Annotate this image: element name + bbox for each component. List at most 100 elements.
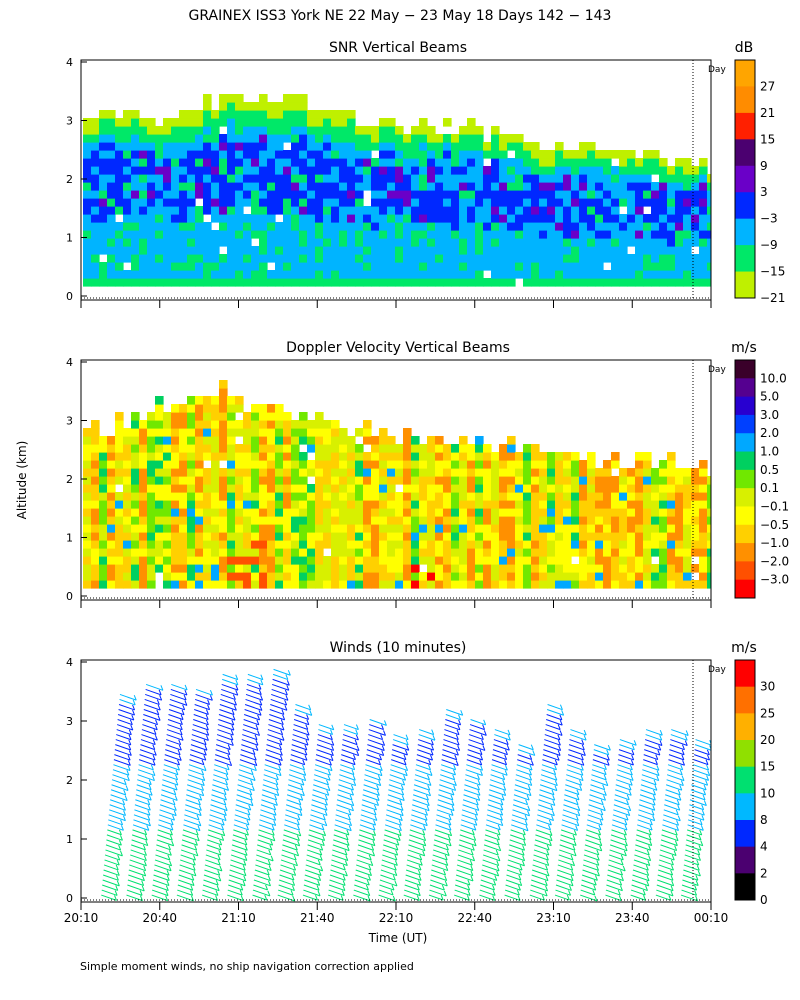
doppler-cell (443, 580, 452, 589)
snr-cell (291, 118, 300, 127)
wind-barb-flag (327, 785, 331, 791)
wind-barb (290, 759, 305, 766)
doppler-cell (211, 428, 220, 437)
snr-cell (459, 174, 468, 183)
snr-cell (435, 246, 444, 255)
snr-cell (379, 254, 388, 263)
snr-cell (259, 198, 268, 207)
snr-cell (475, 182, 484, 191)
wind-barb (314, 769, 331, 776)
wind-barb (531, 874, 549, 882)
doppler-cell (691, 564, 700, 573)
doppler-cell (379, 476, 388, 485)
snr-cell (243, 246, 252, 255)
wind-barb-flag (673, 850, 677, 856)
doppler-cell (123, 532, 132, 541)
doppler-cell (515, 516, 524, 525)
doppler-cell (195, 436, 204, 445)
doppler-cell (115, 452, 124, 461)
snr-cell (235, 150, 244, 159)
snr-cell (371, 254, 380, 263)
wind-barb-flag (331, 745, 335, 751)
doppler-cell (507, 516, 516, 525)
colorbar-swatch (735, 86, 755, 114)
wind-barb (138, 764, 154, 771)
wind-barb (262, 784, 279, 791)
doppler-cell (587, 572, 596, 581)
snr-cell (83, 126, 92, 135)
snr-cell (427, 198, 436, 207)
wind-barb-flag (668, 895, 672, 901)
snr-cell (619, 166, 628, 175)
snr-cell (435, 174, 444, 183)
wind-barb-flag (344, 849, 348, 856)
snr-cell (339, 214, 348, 223)
wind-barb (468, 734, 484, 741)
doppler-cell (643, 572, 652, 581)
wind-barb (605, 889, 621, 896)
snr-cell (139, 214, 148, 223)
wind-barb (160, 794, 178, 801)
wind-barb-flag (165, 895, 169, 901)
doppler-cell (155, 564, 164, 573)
doppler-cell (203, 444, 212, 453)
wind-barb-flag (250, 800, 254, 806)
snr-cell (563, 206, 572, 215)
doppler-cell (171, 516, 180, 525)
snr-cell (475, 262, 484, 271)
doppler-cell (211, 532, 220, 541)
doppler-cell (547, 572, 556, 581)
snr-colorbar-unit: dB (735, 40, 754, 56)
wind-barb-flag (707, 754, 711, 761)
wind-barb (288, 774, 306, 782)
doppler-cell (283, 436, 292, 445)
snr-cell (507, 214, 516, 223)
snr-cell (323, 254, 332, 263)
doppler-cell (603, 516, 612, 525)
wind-barb-flag (128, 739, 132, 746)
wind-barb-flag (304, 755, 308, 761)
snr-cell (347, 270, 356, 279)
doppler-cell (619, 484, 628, 493)
doppler-cell (691, 548, 700, 557)
wind-barb-flag (233, 699, 237, 706)
doppler-cell (163, 412, 172, 421)
snr-cell (387, 126, 396, 135)
snr-cell (339, 270, 348, 279)
snr-cell (563, 182, 572, 191)
doppler-cell (123, 548, 132, 557)
wind-barb (166, 739, 181, 746)
doppler-cell (235, 428, 244, 437)
doppler-cell (211, 444, 220, 453)
wind-barb-flag (352, 759, 356, 765)
snr-cell (595, 238, 604, 247)
doppler-panel: Doppler Velocity Vertical Beams Day 0123… (66, 340, 789, 608)
snr-cell (347, 246, 356, 255)
wind-barb-flag (648, 855, 652, 861)
doppler-cell (123, 460, 132, 469)
doppler-cell (171, 476, 180, 485)
wind-barb-flag (326, 790, 330, 796)
wind-barb-flag (405, 765, 409, 771)
wind-barb-flag (270, 855, 274, 862)
doppler-cell (123, 484, 132, 493)
doppler-cell (131, 516, 140, 525)
wind-barb (153, 869, 170, 876)
doppler-cell (587, 476, 596, 485)
snr-cell (123, 182, 132, 191)
wind-barb-flag (279, 750, 283, 756)
snr-cell (683, 214, 692, 223)
doppler-cell (563, 580, 572, 589)
snr-cell (595, 214, 604, 223)
doppler-cell (499, 476, 508, 485)
doppler-cell (187, 556, 196, 565)
snr-cell (675, 182, 684, 191)
snr-cell (139, 278, 148, 287)
snr-cell (411, 142, 420, 151)
doppler-cell (467, 580, 476, 589)
snr-cell (443, 206, 452, 215)
snr-cell (643, 198, 652, 207)
colorbar-swatch (735, 245, 755, 273)
snr-cell (195, 214, 204, 223)
wind-barb (504, 889, 520, 896)
